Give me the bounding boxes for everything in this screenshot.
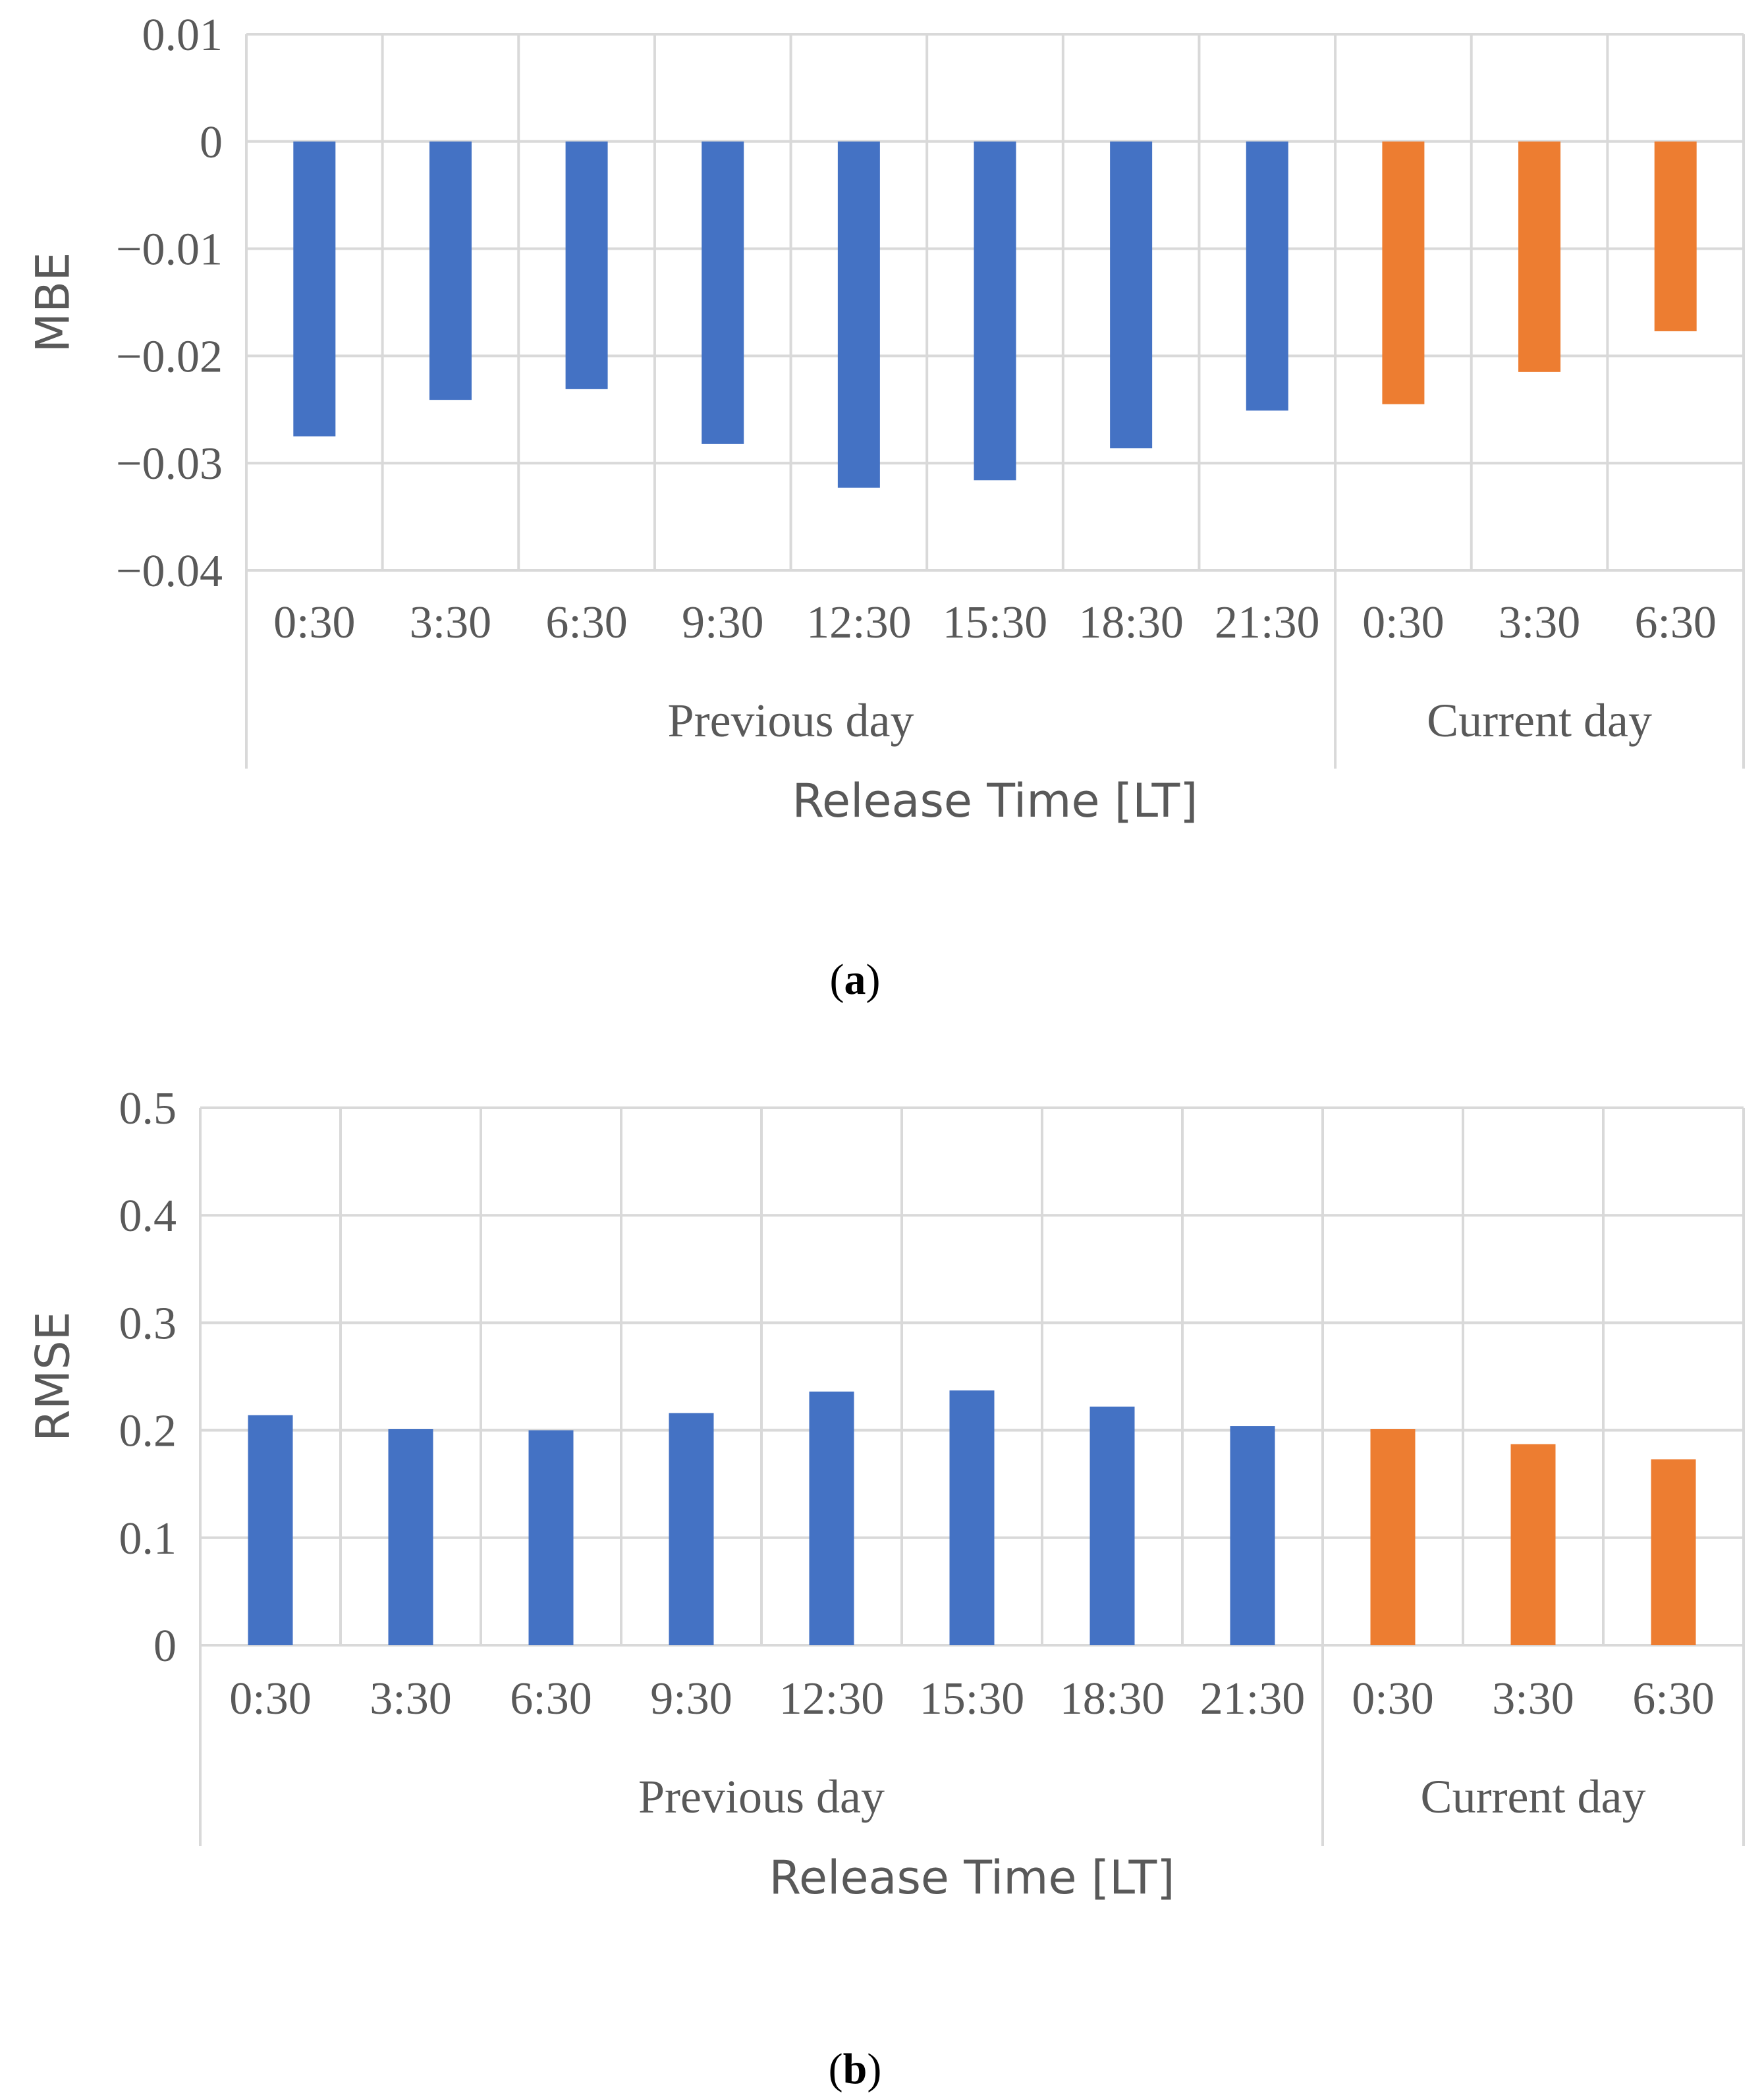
mbe-bar	[1382, 141, 1425, 404]
mbe-y-ticks: 0.01 0 −0.01 −0.02 −0.03 −0.04	[116, 10, 223, 597]
rmse-y-axis-title: RMSE	[26, 1311, 80, 1442]
rmse-y-tick-label: 0.4	[119, 1191, 177, 1241]
rmse-x-tick-label: 21:30	[1200, 1674, 1305, 1724]
rmse-bar	[1510, 1444, 1556, 1645]
mbe-bar	[429, 141, 472, 400]
mbe-chart: 0.01 0 −0.01 −0.02 −0.03 −0.04 0:30 3:30 6:30 9:…	[26, 10, 1745, 1004]
mbe-group-label: Previous day	[668, 694, 914, 747]
mbe-bar	[1654, 141, 1697, 331]
rmse-x-tick-label: 18:30	[1060, 1674, 1165, 1724]
rmse-bars	[248, 1390, 1696, 1645]
rmse-bar	[388, 1429, 433, 1645]
rmse-x-tick-label: 15:30	[920, 1674, 1024, 1724]
rmse-caption-letter: b	[843, 2045, 868, 2093]
rmse-y-tick-label: 0.5	[119, 1083, 177, 1134]
mbe-x-tick-label: 6:30	[1634, 597, 1716, 648]
rmse-group-labels: Previous day Current day	[638, 1770, 1645, 1823]
mbe-caption: (a)	[830, 956, 881, 1004]
mbe-bar	[565, 141, 608, 389]
mbe-x-tick-label: 0:30	[1362, 597, 1444, 648]
mbe-y-tick-label: 0	[200, 117, 223, 168]
mbe-x-tick-label: 9:30	[682, 597, 763, 648]
mbe-x-axis-title: Release Time [LT]	[792, 774, 1198, 828]
rmse-x-tick-label: 0:30	[229, 1674, 311, 1724]
mbe-x-tick-label: 18:30	[1078, 597, 1183, 648]
mbe-bar	[1246, 141, 1288, 411]
rmse-y-tick-label: 0.3	[119, 1298, 177, 1349]
mbe-bars	[293, 141, 1697, 488]
mbe-x-ticks: 0:30 3:30 6:30 9:30 12:30 15:30 18:30 21:30 0:30…	[273, 597, 1717, 648]
mbe-y-tick-label: 0.01	[142, 10, 223, 61]
rmse-bar	[949, 1390, 995, 1645]
rmse-y-tick-label: 0.1	[119, 1513, 177, 1564]
rmse-caption: (b)	[829, 2045, 882, 2093]
mbe-bar	[1110, 141, 1153, 449]
rmse-y-ticks: 0.5 0.4 0.3 0.2 0.1 0	[119, 1083, 177, 1672]
rmse-bar	[1370, 1429, 1416, 1645]
mbe-x-tick-label: 12:30	[806, 597, 911, 648]
rmse-x-tick-label: 3:30	[1492, 1674, 1574, 1724]
mbe-x-tick-label: 0:30	[273, 597, 355, 648]
rmse-group-label: Current day	[1421, 1770, 1646, 1823]
mbe-y-tick-label: −0.03	[116, 439, 223, 489]
rmse-x-tick-label: 3:30	[370, 1674, 451, 1724]
mbe-x-tick-label: 6:30	[545, 597, 627, 648]
rmse-chart: 0.5 0.4 0.3 0.2 0.1 0 0:30 3:30 6:30 9:30 12:30 15…	[26, 1083, 1745, 2093]
rmse-x-ticks: 0:30 3:30 6:30 9:30 12:30 15:30 18:30 21:30 0:30…	[229, 1674, 1714, 1724]
mbe-x-tick-label: 15:30	[943, 597, 1047, 648]
mbe-y-axis-title: MBE	[26, 252, 80, 353]
mbe-bar	[293, 141, 336, 437]
rmse-x-tick-label: 6:30	[510, 1674, 592, 1724]
mbe-x-tick-label: 3:30	[410, 597, 491, 648]
mbe-x-tick-label: 21:30	[1215, 597, 1319, 648]
rmse-y-tick-label: 0	[153, 1621, 177, 1672]
mbe-bar	[1518, 141, 1561, 372]
rmse-x-axis-title: Release Time [LT]	[769, 1851, 1174, 1905]
rmse-bar	[669, 1413, 714, 1645]
rmse-x-tick-label: 0:30	[1352, 1674, 1433, 1724]
mbe-group-labels: Previous day Current day	[668, 694, 1652, 747]
rmse-x-tick-label: 6:30	[1632, 1674, 1714, 1724]
mbe-caption-letter: a	[844, 956, 866, 1004]
mbe-y-tick-label: −0.04	[116, 546, 223, 597]
mbe-x-tick-label: 3:30	[1499, 597, 1580, 648]
rmse-y-tick-label: 0.2	[119, 1406, 177, 1457]
mbe-group-label: Current day	[1427, 694, 1652, 747]
rmse-x-tick-label: 9:30	[650, 1674, 732, 1724]
mbe-y-tick-label: −0.01	[116, 225, 223, 275]
mbe-bar	[837, 141, 880, 488]
mbe-y-tick-label: −0.02	[116, 331, 223, 382]
rmse-bar	[1230, 1426, 1275, 1645]
rmse-bar	[809, 1391, 854, 1645]
rmse-bar	[248, 1415, 293, 1645]
mbe-bar	[702, 141, 744, 444]
rmse-bar	[1089, 1406, 1135, 1645]
rmse-bar	[528, 1430, 574, 1645]
rmse-bar	[1651, 1459, 1696, 1645]
rmse-x-tick-label: 12:30	[779, 1674, 884, 1724]
mbe-bar	[974, 141, 1016, 481]
rmse-group-label: Previous day	[638, 1770, 885, 1823]
